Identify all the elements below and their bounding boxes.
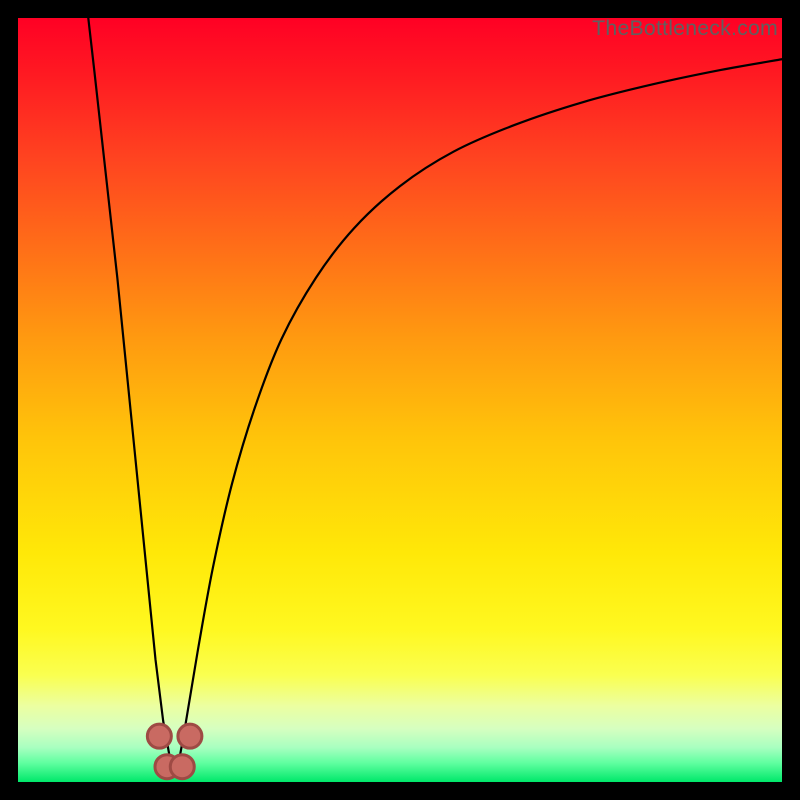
watermark-text: TheBottleneck.com bbox=[592, 16, 778, 41]
curve-layer bbox=[18, 18, 782, 782]
valley-marker bbox=[178, 724, 202, 748]
bottleneck-curve bbox=[88, 18, 782, 771]
plot-area: TheBottleneck.com bbox=[18, 18, 782, 782]
chart-canvas: TheBottleneck.com bbox=[0, 0, 800, 800]
valley-marker bbox=[147, 724, 171, 748]
valley-marker bbox=[170, 755, 194, 779]
valley-markers bbox=[147, 724, 202, 779]
